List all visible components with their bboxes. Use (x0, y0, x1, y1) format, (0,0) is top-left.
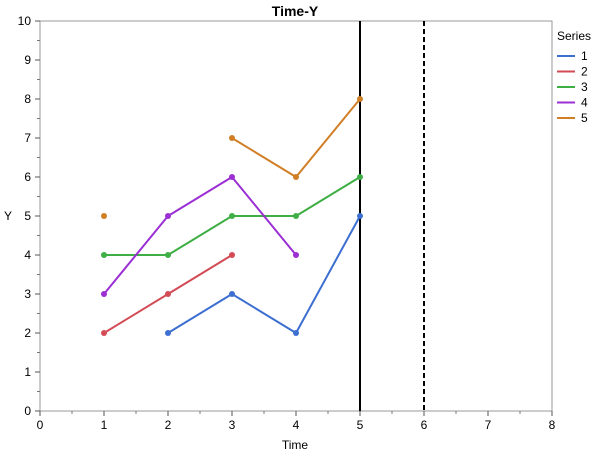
legend-item-label: 5 (581, 111, 588, 125)
series-3-point (165, 252, 171, 258)
legend-item-label: 4 (581, 96, 588, 110)
series-5-point (293, 174, 299, 180)
series-4-line (103, 176, 297, 295)
chart-title: Time-Y (272, 3, 319, 19)
series-1-point (357, 213, 363, 219)
x-tick-label: 1 (101, 418, 108, 432)
x-tick-label: 0 (37, 418, 44, 432)
x-tick-label: 5 (357, 418, 364, 432)
x-tick-label: 4 (293, 418, 300, 432)
legend-item-label: 1 (581, 49, 588, 63)
series-4-point (293, 252, 299, 258)
x-axis-label: Time (282, 438, 309, 452)
series-5-point (101, 213, 107, 219)
y-tick-label: 3 (24, 287, 31, 301)
y-axis-label: Y (4, 209, 12, 223)
x-tick-label: 6 (421, 418, 428, 432)
x-tick-label: 8 (549, 418, 556, 432)
y-tick-label: 8 (24, 92, 31, 106)
x-tick-label: 2 (165, 418, 172, 432)
y-tick-label: 6 (24, 170, 31, 184)
legend-item-label: 2 (581, 65, 588, 79)
series-3-point (101, 252, 107, 258)
series-4-point (101, 291, 107, 297)
legend-item-label: 3 (581, 80, 588, 94)
series-2-point (165, 291, 171, 297)
series-3-point (357, 174, 363, 180)
legend-title: Series (557, 29, 591, 43)
series-1-point (229, 291, 235, 297)
y-tick-label: 9 (24, 53, 31, 67)
y-tick-label: 4 (24, 248, 31, 262)
series-3-point (229, 213, 235, 219)
y-tick-label: 10 (18, 14, 32, 28)
series-1-point (293, 330, 299, 336)
series-1-line (167, 215, 361, 334)
series-5-point (229, 135, 235, 141)
series-2-point (101, 330, 107, 336)
x-tick-label: 3 (229, 418, 236, 432)
y-tick-label: 0 (24, 404, 31, 418)
x-tick-label: 7 (485, 418, 492, 432)
series-2-point (229, 252, 235, 258)
y-tick-label: 2 (24, 326, 31, 340)
series-3-point (293, 213, 299, 219)
series-4-point (165, 213, 171, 219)
y-tick-label: 7 (24, 131, 31, 145)
y-tick-label: 5 (24, 209, 31, 223)
y-tick-label: 1 (24, 365, 31, 379)
series-5-point (357, 96, 363, 102)
series-4-point (229, 174, 235, 180)
series-1-point (165, 330, 171, 336)
